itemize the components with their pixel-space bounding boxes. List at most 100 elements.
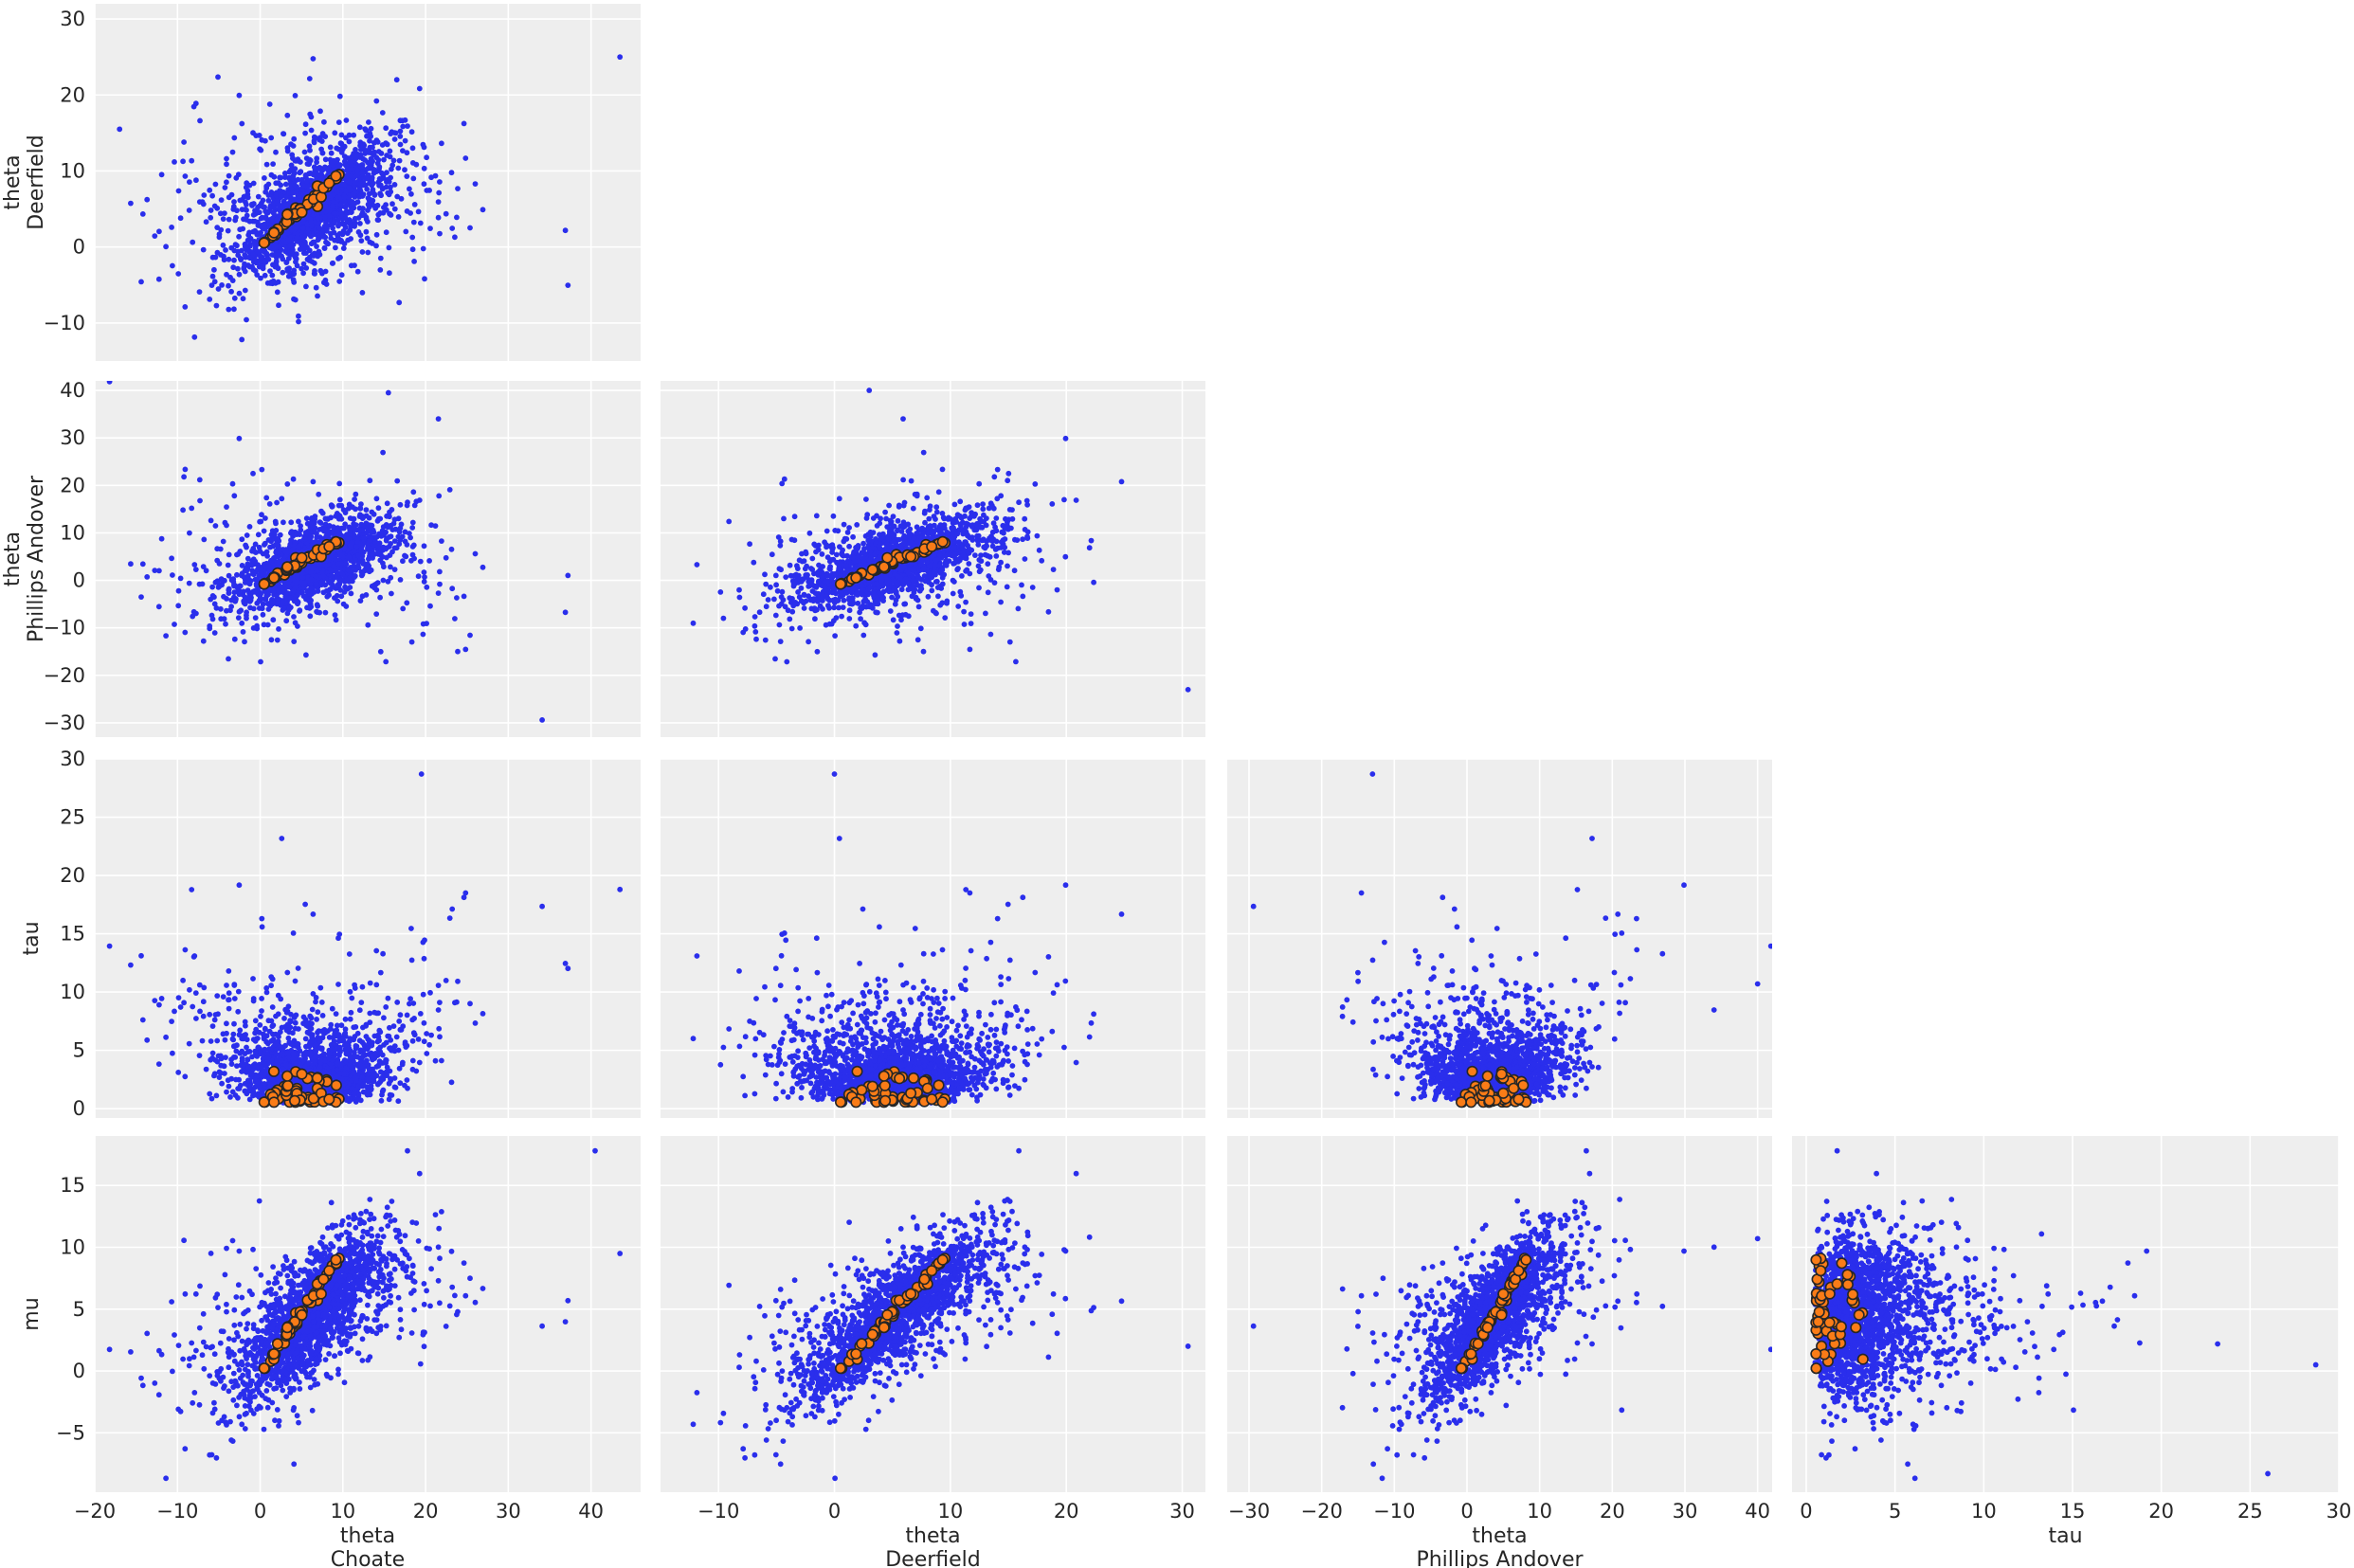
divergence-point [258, 237, 270, 249]
sample-point [214, 557, 221, 564]
sample-point [200, 564, 207, 569]
sample-point [369, 182, 375, 189]
sample-point [322, 156, 329, 163]
sample-point [385, 389, 391, 396]
sample-point [467, 632, 473, 639]
sample-point [391, 516, 398, 523]
sample-point [242, 639, 247, 645]
sample-point [266, 501, 273, 507]
sample-point [264, 553, 270, 559]
sample-point [191, 333, 198, 340]
sample-point [302, 741, 308, 747]
sample-point [266, 101, 273, 107]
sample-point [295, 543, 301, 550]
sample-point [217, 210, 224, 217]
sample-point [417, 220, 424, 226]
sample-point [261, 528, 267, 534]
sample-point [307, 147, 313, 153]
sample-point [317, 165, 323, 171]
sample-point [315, 214, 321, 221]
sample-point [276, 302, 281, 309]
sample-point [352, 496, 357, 502]
sample-point [277, 174, 282, 181]
sample-point [268, 637, 275, 643]
sample-point [435, 590, 442, 596]
sample-point [360, 206, 366, 211]
sample-point [400, 558, 406, 565]
sample-point [348, 590, 354, 597]
sample-point [301, 149, 308, 155]
sample-point [330, 225, 335, 231]
sample-point [387, 148, 393, 154]
sample-point [340, 245, 347, 251]
sample-point [317, 609, 323, 616]
sample-point [292, 584, 299, 590]
sample-point [232, 242, 239, 248]
sample-point [356, 124, 363, 131]
sample-point [291, 267, 298, 274]
sample-point [265, 537, 272, 543]
sample-point [955, 604, 962, 609]
sample-point [426, 558, 432, 564]
sample-point [328, 514, 334, 521]
sample-point [332, 210, 338, 217]
sample-point [391, 567, 398, 572]
sample-point [365, 622, 371, 628]
sample-point [218, 226, 225, 233]
sample-point [726, 518, 733, 525]
sample-point [448, 170, 455, 176]
sample-point [384, 500, 390, 507]
sample-point [365, 201, 371, 207]
sample-point [756, 609, 763, 616]
sample-point [211, 203, 218, 209]
sample-point [263, 161, 270, 168]
sample-point [420, 141, 426, 148]
sample-point [329, 503, 335, 510]
sample-point [230, 264, 237, 271]
sample-point [393, 545, 400, 551]
sample-point [895, 623, 900, 629]
sample-point [264, 279, 271, 286]
sample-point [300, 270, 306, 277]
sample-point [328, 572, 335, 579]
y-tick-label: −20 [44, 664, 85, 687]
sample-point [353, 506, 358, 513]
sample-point [415, 208, 422, 215]
sample-point [175, 603, 182, 609]
sample-point [311, 139, 317, 146]
sample-point [303, 515, 310, 521]
sample-point [270, 161, 276, 168]
sample-point [293, 595, 299, 601]
sample-point [274, 499, 280, 506]
sample-point [398, 521, 405, 528]
sample-point [342, 204, 349, 210]
sample-point [265, 192, 272, 199]
sample-point [336, 279, 343, 284]
sample-point [393, 77, 400, 83]
sample-point [281, 171, 288, 176]
sample-point [402, 167, 407, 173]
sample-point [189, 157, 195, 164]
sample-point [288, 529, 295, 535]
sample-point [339, 146, 346, 153]
sample-point [1001, 550, 1007, 555]
sample-point [203, 568, 209, 574]
sample-point [306, 589, 313, 596]
sample-point [267, 268, 273, 274]
sample-point [322, 563, 329, 568]
sample-point [301, 233, 308, 240]
sample-point [366, 514, 372, 521]
sample-point [391, 538, 398, 544]
sample-point [296, 518, 301, 525]
sample-point [278, 192, 284, 199]
sample-point [381, 205, 387, 210]
sample-point [279, 496, 285, 502]
sample-point [858, 616, 863, 622]
sample-point [231, 295, 238, 301]
sample-point [313, 135, 318, 141]
sample-point [413, 498, 420, 505]
sample-point [239, 120, 245, 127]
sample-point [409, 551, 416, 558]
sample-point [242, 243, 248, 250]
sample-point [364, 148, 371, 154]
